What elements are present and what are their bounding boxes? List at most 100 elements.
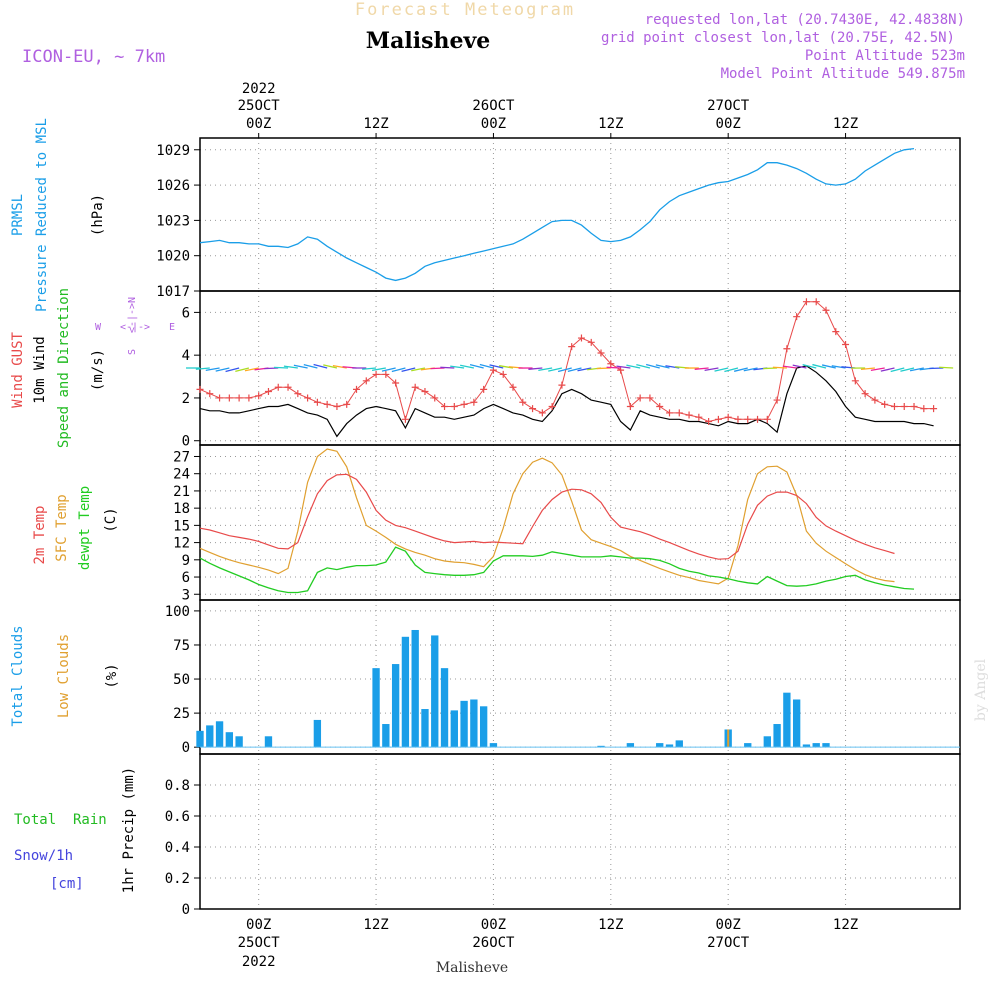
total-cloud-bar [235, 736, 243, 748]
gust-marker [313, 398, 321, 406]
wind-arrow [430, 367, 445, 370]
gust-marker [930, 405, 938, 413]
compass-s: S [127, 349, 138, 355]
gust-marker [626, 403, 634, 410]
wind-arrow [244, 367, 259, 372]
top-axis-label: 2022 [242, 81, 276, 97]
wind-arrow [362, 367, 377, 370]
y-tick-label: 0.8 [165, 778, 190, 794]
y-tick-label: 1017 [156, 284, 190, 300]
wind-arrow [821, 364, 836, 369]
gust-marker [411, 383, 419, 391]
y-tick-label: 6 [182, 305, 190, 321]
total-cloud-bar [421, 709, 429, 748]
wind-arrow [469, 364, 484, 369]
panel-grids: 1017102010231026102902463691215182124270… [156, 137, 961, 918]
bottom-axis-label: 00Z [481, 917, 506, 933]
gust-marker [754, 415, 762, 423]
wind-arrow [900, 367, 915, 372]
gust-marker [607, 360, 615, 368]
snow-unit: [cm] [50, 876, 84, 892]
total-cloud-bar [206, 725, 214, 748]
gust-marker [225, 394, 233, 402]
wind-labels: Wind GUST 10m Wind Speed and Direction (… [10, 288, 175, 448]
y-tick-label: 0.4 [165, 840, 190, 856]
total-cloud-bar [597, 745, 605, 748]
gust-label: Wind GUST [10, 332, 26, 408]
temp-unit: (C) [103, 507, 119, 532]
gust-marker [851, 377, 859, 385]
gust-marker [470, 398, 478, 406]
wind-arrow [714, 367, 729, 372]
wind-dir-label: Speed and Direction [56, 288, 72, 448]
top-axis-label: 00Z [481, 116, 506, 132]
gust-marker [372, 370, 380, 378]
model-label: ICON-EU, ~ 7km [22, 47, 165, 67]
wind-arrow [704, 367, 719, 372]
location-title: Malisheve [366, 28, 490, 54]
gust-marker [323, 400, 331, 408]
wind-arrow [401, 367, 416, 372]
y-tick-label: 1020 [156, 249, 190, 265]
total-cloud-bar [470, 699, 478, 748]
total-cloud-bar [763, 736, 771, 748]
gust-marker [812, 298, 820, 306]
compass-icon: N <-|-> S W <-|-> E [95, 297, 175, 355]
total-cloud-bar [196, 730, 204, 748]
bottom-axis-label: 25OCT [238, 935, 281, 951]
total-cloud-bar [773, 724, 781, 748]
pressure-line [199, 147, 915, 282]
top-axis-label: 00Z [246, 116, 271, 132]
bottom-axis-label: 12Z [598, 917, 623, 933]
y-tick-label: 75 [173, 638, 190, 654]
y-tick-label: 24 [173, 467, 190, 483]
gust-line [199, 301, 934, 423]
wind-arrow [313, 363, 328, 369]
wind-arrow [743, 367, 758, 372]
pressure-labels: PRMSL Pressure Reduced to MSL (hPa) [10, 118, 106, 312]
gust-marker [343, 400, 351, 408]
wind-arrow [616, 365, 631, 369]
gust-marker [441, 403, 449, 410]
wind-arrow [235, 367, 250, 372]
wind-arrow [772, 366, 787, 369]
wind-arrow [225, 367, 240, 373]
requested-point: requested lon,lat (20.7430E, 42.4838N) [645, 12, 965, 28]
wind-label: 10m Wind [32, 336, 48, 403]
model-altitude: Model Point Altitude 549.875m [721, 66, 965, 82]
gust-marker [558, 381, 566, 389]
y-tick-label: 15 [173, 518, 190, 534]
wind-arrow [283, 365, 298, 369]
gust-marker [304, 394, 312, 402]
wind-arrow [391, 367, 406, 373]
wind-arrow [450, 365, 465, 369]
gust-marker [744, 415, 752, 423]
gust-marker [587, 338, 595, 346]
gust-marker [294, 390, 302, 398]
y-tick-label: 9 [182, 553, 190, 569]
gust-marker [245, 394, 253, 402]
wind-arrow [499, 365, 514, 369]
dew-label: dewpt Temp [77, 486, 93, 570]
y-tick-label: 0 [182, 740, 190, 756]
wind-arrow [860, 367, 875, 370]
total-cloud-bar [382, 724, 390, 748]
wind-arrow [479, 363, 494, 369]
gust-marker [890, 403, 898, 410]
wind-arrow [460, 364, 475, 369]
total-cloud-bar [372, 668, 380, 748]
wind-arrow [694, 367, 709, 370]
wind-arrow [665, 365, 680, 369]
gust-marker [705, 417, 713, 425]
gust-marker [714, 415, 722, 423]
total-clouds-label: Total Clouds [10, 625, 26, 726]
footer-location: Malisheve [436, 960, 508, 976]
wind-arrow [440, 366, 455, 369]
cloud-labels: Total Clouds Low Clouds (%) [10, 625, 120, 726]
gust-marker [421, 388, 429, 396]
y-tick-label: 25 [173, 706, 190, 722]
gust-marker [597, 349, 605, 357]
gust-marker [832, 328, 840, 336]
wind-arrow [606, 366, 621, 369]
